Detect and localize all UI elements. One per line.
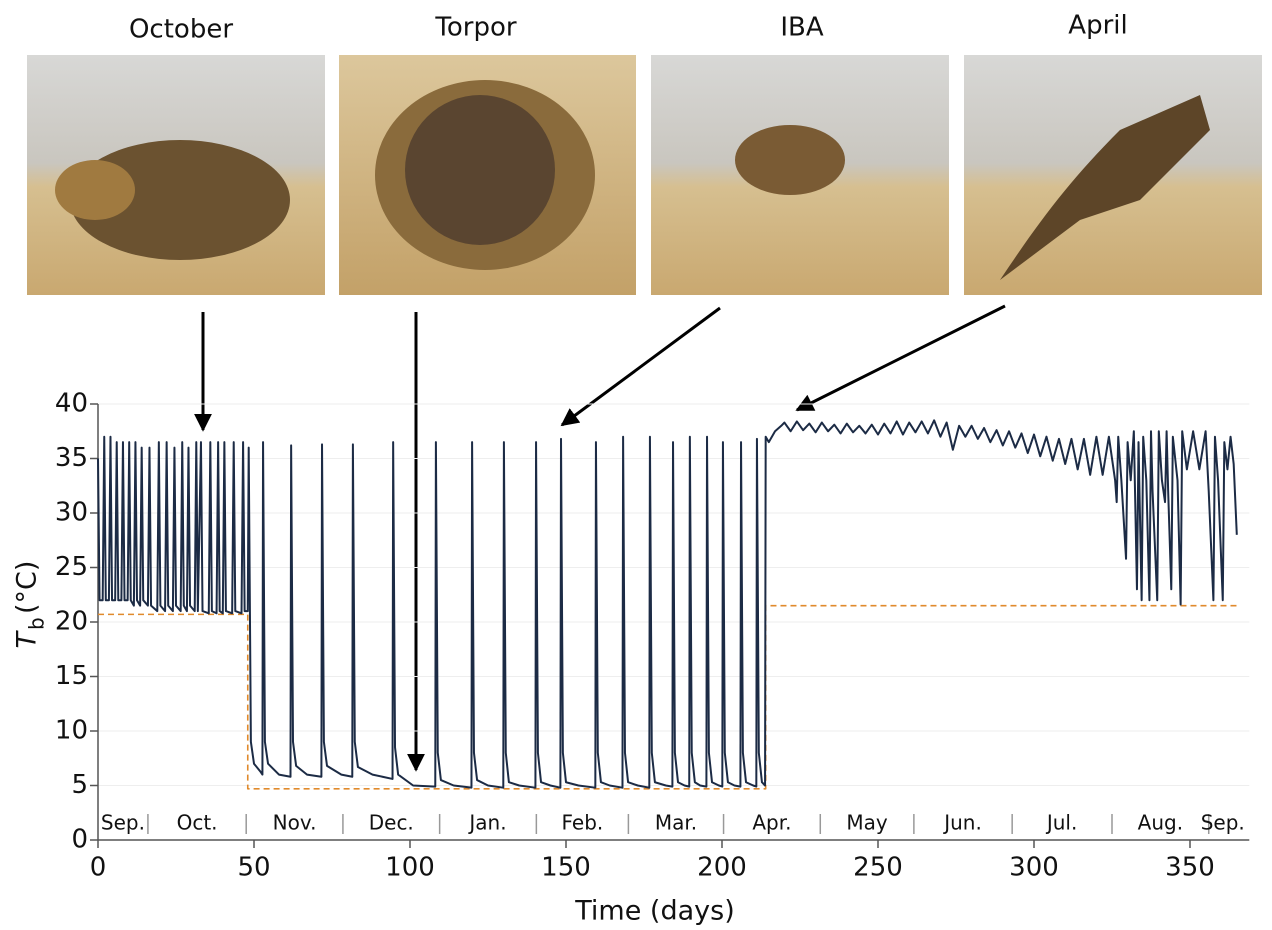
month-label: Oct. (177, 811, 218, 835)
ambient-line (98, 604, 1237, 790)
month-label: Nov. (273, 811, 317, 835)
squirrel (405, 95, 555, 245)
arrow (560, 306, 721, 427)
x-tick-label: 50 (237, 853, 270, 883)
y-axis-subscript: b (25, 617, 49, 630)
x-tick-label: 250 (853, 853, 903, 883)
month-label: Dec. (369, 811, 414, 835)
panel-label: Torpor (434, 13, 516, 43)
arrow (795, 304, 1006, 412)
y-tick-label: 20 (55, 607, 88, 637)
month-label: Sep. (1201, 811, 1245, 835)
panel-label: April (1068, 11, 1127, 41)
squirrel (70, 140, 290, 260)
y-tick-label: 35 (55, 443, 88, 473)
y-axis-unit: (°C) (12, 561, 43, 614)
y-tick-label: 5 (71, 770, 88, 800)
month-label: Jan. (467, 811, 506, 835)
x-tick-label: 100 (385, 853, 435, 883)
month-label: Sep. (101, 811, 145, 835)
x-axis-label: Time (days) (574, 896, 734, 927)
month-label: Apr. (752, 811, 791, 835)
month-label: Jun. (942, 811, 982, 835)
month-label: Mar. (655, 811, 697, 835)
panel-label: October (129, 15, 233, 45)
y-tick-label: 0 (71, 825, 88, 855)
arrows (194, 304, 1006, 772)
photos (27, 55, 1262, 295)
month-label: May (846, 811, 888, 835)
y-tick-label: 30 (55, 498, 88, 528)
month-label: Feb. (561, 811, 603, 835)
tb-line (97, 419, 1238, 789)
squirrel (1000, 95, 1210, 280)
squirrel-head (55, 160, 135, 220)
month-label: Aug. (1138, 811, 1183, 835)
plot: 0 5 10 15 20 25 30 35 40 0 50 100 150 200 250 300 350 Sep… (55, 389, 1250, 883)
y-tick-label: 10 (55, 716, 88, 746)
y-tick-label: 40 (55, 389, 88, 419)
month-label: Jul. (1045, 811, 1078, 835)
squirrel-head (735, 125, 845, 195)
x-tick-label: 0 (90, 853, 107, 883)
x-tick-label: 200 (697, 853, 747, 883)
y-axis-symbol: T (12, 630, 43, 649)
x-tick-label: 150 (541, 853, 591, 883)
panel-label: IBA (780, 13, 824, 43)
x-tick-label: 350 (1165, 853, 1215, 883)
y-tick-label: 15 (55, 661, 88, 691)
y-axis-label: T b (°C) (12, 561, 49, 649)
y-tick-label: 25 (55, 552, 88, 582)
x-tick-label: 300 (1009, 853, 1059, 883)
